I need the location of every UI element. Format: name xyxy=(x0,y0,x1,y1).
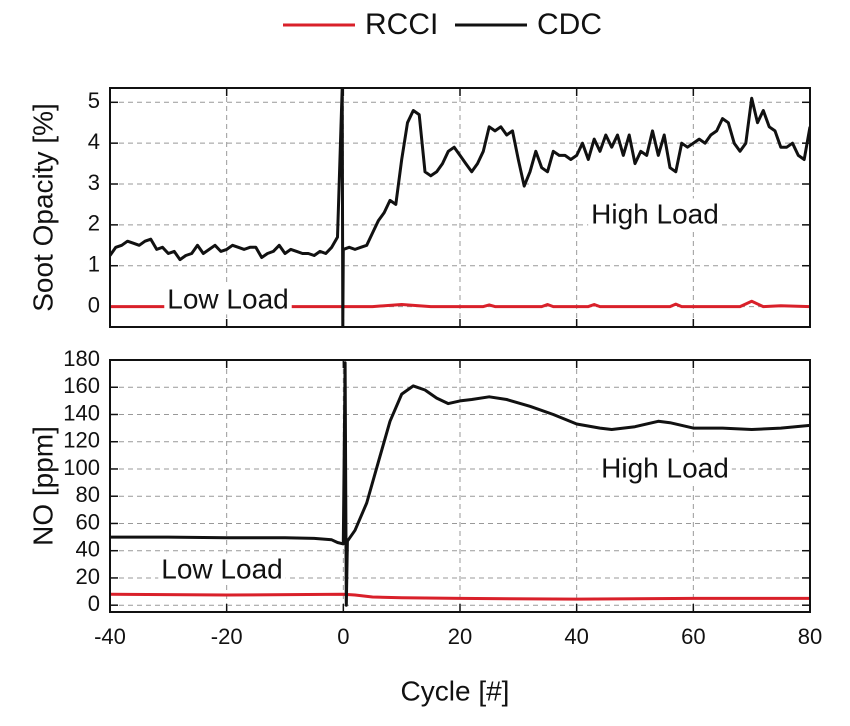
x-tick-label: 0 xyxy=(337,624,349,649)
y-tick-label: 1 xyxy=(88,252,100,277)
annotation: High Load xyxy=(601,452,729,483)
y-axis-title: Soot Opacity [%] xyxy=(27,103,58,312)
y-tick-label: 0 xyxy=(88,591,100,616)
y-tick-label: 120 xyxy=(63,428,100,453)
x-axis-title: Cycle [#] xyxy=(401,675,510,706)
data-line xyxy=(110,88,810,327)
y-tick-label: 5 xyxy=(88,88,100,113)
annotation-bg xyxy=(598,452,732,484)
y-tick-label: 0 xyxy=(88,292,100,317)
y-tick-label: 4 xyxy=(88,129,100,154)
plot-frame xyxy=(109,87,811,328)
y-tick-label: 40 xyxy=(76,537,100,562)
x-tick-label: 80 xyxy=(798,624,822,649)
legend-label: CDC xyxy=(537,8,602,41)
y-tick-label: 180 xyxy=(63,346,100,371)
x-tick-label: 40 xyxy=(564,624,588,649)
y-tick-label: 140 xyxy=(63,400,100,425)
y-tick-label: 2 xyxy=(88,211,100,236)
annotation: Low Load xyxy=(167,283,288,314)
legend-label: RCCI xyxy=(365,8,438,41)
annotation: High Load xyxy=(591,198,719,229)
annotation-bg xyxy=(588,198,722,230)
y-tick-label: 100 xyxy=(63,455,100,480)
x-tick-label: 60 xyxy=(681,624,705,649)
y-tick-label: 60 xyxy=(76,509,100,534)
data-line xyxy=(110,592,810,601)
y-tick-label: 160 xyxy=(63,373,100,398)
x-tick-label: -40 xyxy=(94,624,126,649)
y-tick-label: 3 xyxy=(88,170,100,195)
plot-frame xyxy=(109,359,811,613)
y-tick-label: 20 xyxy=(76,564,100,589)
data-line xyxy=(110,361,810,607)
x-tick-label: -20 xyxy=(211,624,243,649)
y-axis-title: NO [ppm] xyxy=(27,426,58,546)
annotation-bg xyxy=(164,283,292,315)
y-tick-label: 80 xyxy=(76,482,100,507)
x-tick-label: 20 xyxy=(448,624,472,649)
annotation: Low Load xyxy=(161,553,282,584)
annotation-bg xyxy=(158,553,286,585)
